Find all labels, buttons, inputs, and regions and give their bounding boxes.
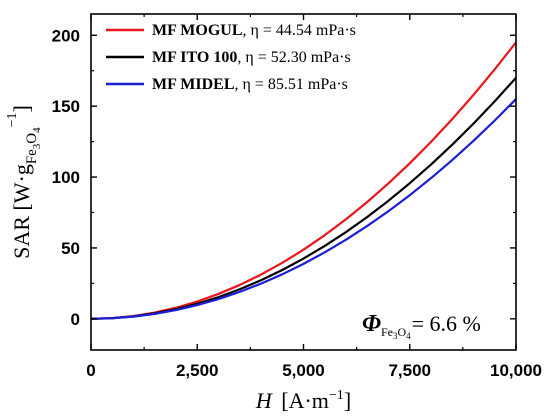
y-axis-label-sup: −1 — [5, 112, 20, 127]
volume-fraction-annotation: ΦFe3O4= 6.6 % — [362, 311, 481, 341]
y-axis-label-close: ] — [9, 105, 34, 112]
annotation-sub-4: 4 — [406, 331, 411, 341]
y-tick-label: 0 — [71, 310, 80, 329]
x-tick-label: 2,500 — [176, 361, 219, 380]
annotation-sub-o: O — [397, 325, 406, 339]
x-axis-unit-close: ] — [344, 388, 351, 413]
y-tick-label: 200 — [52, 26, 80, 45]
x-axis-symbol: H — [255, 388, 273, 413]
legend-entry: MF MOGUL, η = 44.54 mPa·s — [152, 22, 356, 39]
x-tick-label: 5,000 — [282, 361, 325, 380]
y-axis-label: SAR [W·gFe3O4 −1] — [5, 105, 43, 259]
legend-entry: MF ITO 100, η = 52.30 mPa·s — [152, 49, 351, 66]
legend: MF MOGUL, η = 44.54 mPa·sMF ITO 100, η =… — [106, 22, 356, 93]
legend-viscosity: , η = 52.30 mPa·s — [237, 49, 350, 66]
y-axis-label-sub-4: 4 — [31, 127, 43, 133]
x-axis-label: H [A·m−1] — [255, 388, 351, 413]
y-tick-label: 50 — [61, 239, 80, 258]
legend-entry: MF MIDEL, η = 85.51 mPa·s — [152, 76, 348, 93]
x-tick-label: 7,500 — [388, 361, 431, 380]
annotation-sub-fe: Fe — [381, 325, 393, 339]
series-line — [90, 98, 517, 320]
x-tick-label: 10,000 — [490, 361, 542, 380]
x-axis-unit: [A·m — [281, 388, 329, 413]
x-axis-unit-exponent: −1 — [329, 388, 344, 403]
y-axis-ticks: 0 50 100 150 200 — [52, 26, 516, 329]
legend-viscosity: , η = 44.54 mPa·s — [243, 22, 356, 39]
annotation-sub-3: 3 — [393, 331, 398, 341]
series-line — [90, 77, 517, 320]
y-tick-label: 100 — [52, 168, 80, 187]
y-tick-label: 150 — [52, 97, 80, 116]
legend-series-name: MF MIDEL — [152, 76, 235, 93]
x-axis-ticks: 0 2,500 5,000 7,500 10,000 — [86, 14, 542, 380]
y-axis-label-sub-fe: Fe — [24, 149, 40, 164]
x-tick-label: 0 — [86, 361, 95, 380]
y-axis-label-sub-3: 3 — [31, 143, 43, 149]
annotation-symbol: Φ — [362, 311, 381, 337]
series-curves — [90, 41, 517, 320]
legend-series-name: MF ITO 100 — [152, 49, 237, 66]
y-axis-label-sub-o: O — [24, 133, 40, 144]
annotation-value: = 6.6 % — [412, 311, 481, 336]
y-axis-label-prefix: SAR [W·g — [9, 164, 34, 259]
legend-viscosity: , η = 85.51 mPa·s — [235, 76, 348, 93]
legend-series-name: MF MOGUL — [152, 22, 243, 39]
